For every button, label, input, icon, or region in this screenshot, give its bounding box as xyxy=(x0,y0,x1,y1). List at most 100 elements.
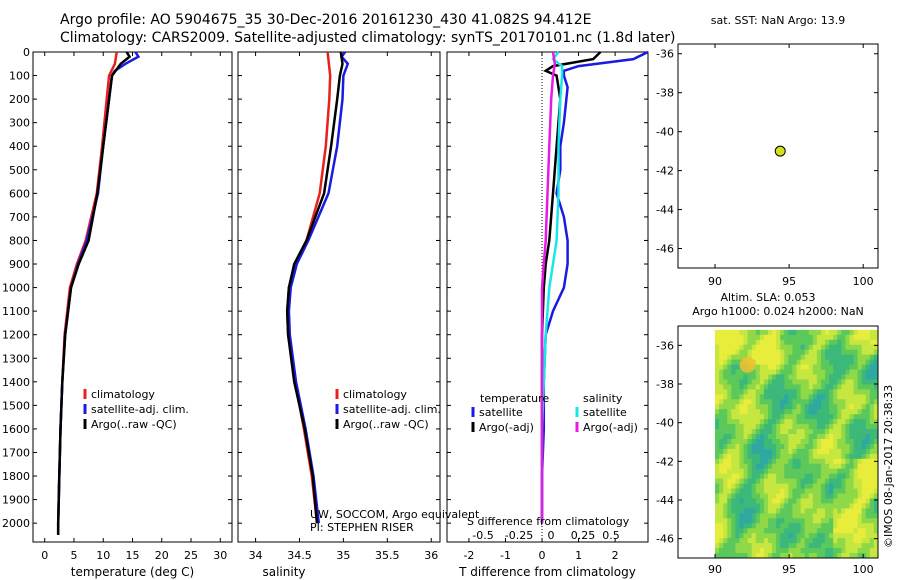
sla-cell xyxy=(715,419,720,425)
sla-cell xyxy=(857,329,863,336)
sla-cell xyxy=(788,364,793,370)
sla-cell xyxy=(780,399,785,405)
sla-cell xyxy=(739,404,744,410)
sla-cell xyxy=(768,453,773,460)
sla-cell xyxy=(759,414,765,420)
sla-cell xyxy=(747,329,753,336)
sla-cell xyxy=(784,523,789,529)
sla-cell xyxy=(816,448,822,455)
sla-cell xyxy=(723,478,728,485)
sla-cell xyxy=(800,409,806,415)
sla-cell xyxy=(869,473,875,480)
sla-cell xyxy=(784,483,789,489)
sla-cell xyxy=(715,463,720,470)
sla-cell xyxy=(743,468,749,475)
sla-cell xyxy=(715,394,720,400)
sla-cell xyxy=(820,468,826,475)
sla-cell xyxy=(715,344,720,351)
sla-cell xyxy=(833,389,838,395)
legend-heading-salinity: salinity xyxy=(583,392,623,405)
x-tick-label: 34 xyxy=(249,549,263,562)
sla-cell xyxy=(857,443,863,450)
x-tick-label: -1 xyxy=(500,549,511,562)
sla-cell xyxy=(731,394,736,400)
sla-cell xyxy=(743,533,749,539)
sla-cell xyxy=(784,374,789,380)
sla-cell xyxy=(812,369,818,375)
sla-cell xyxy=(869,528,875,534)
sla-cell xyxy=(800,389,806,395)
sla-cell xyxy=(751,543,757,549)
sla-cell xyxy=(853,528,859,534)
sla-cell xyxy=(804,538,810,544)
sla-cell xyxy=(841,339,846,346)
sla-cell xyxy=(873,468,879,475)
sla-cell xyxy=(849,359,854,365)
sla-cell xyxy=(837,493,842,499)
sla-cell xyxy=(812,518,818,524)
y-tick-label: 2000 xyxy=(2,517,30,530)
y-tick-label: 1700 xyxy=(2,446,30,459)
sla-cell xyxy=(833,364,838,370)
sla-cell xyxy=(735,493,740,499)
sla-cell xyxy=(800,508,806,514)
sla-cell xyxy=(768,483,773,489)
sla-cell xyxy=(780,553,785,559)
sla-cell xyxy=(792,334,797,341)
sla-cell xyxy=(723,399,728,405)
sla-cell xyxy=(808,438,814,445)
sla-cell xyxy=(820,453,826,460)
sla-cell xyxy=(833,533,838,539)
sla-cell xyxy=(808,424,814,430)
sla-cell xyxy=(768,399,773,405)
sla-cell xyxy=(751,483,757,489)
sla-cell xyxy=(759,329,765,336)
sla-cell xyxy=(837,518,842,524)
sla-cell xyxy=(715,364,720,370)
sla-cell xyxy=(723,483,728,489)
sla-cell xyxy=(768,339,773,346)
sla-cell xyxy=(743,394,749,400)
sla-cell xyxy=(816,409,822,415)
sla-cell xyxy=(816,334,822,341)
sla-cell xyxy=(792,364,797,370)
sla-cell xyxy=(820,498,826,504)
sla-cell xyxy=(861,419,867,425)
sla-cell xyxy=(735,344,740,351)
sla-cell xyxy=(751,438,757,445)
top-tick-label: 0.25 xyxy=(571,529,596,542)
sla-cell xyxy=(719,523,724,529)
legend-label: climatology xyxy=(343,388,407,401)
sla-cell xyxy=(792,359,797,365)
annotation-program: UW, SOCCOM, Argo equivalent xyxy=(310,508,480,521)
sla-cell xyxy=(837,448,842,455)
difference-panel: -2 -1 0 1 2T difference from climatologytemp… xyxy=(446,50,649,579)
sla-cell xyxy=(857,448,863,455)
sla-cell xyxy=(759,394,765,400)
sla-cell xyxy=(759,498,765,504)
sla-cell xyxy=(825,329,830,336)
sla-cell xyxy=(800,478,806,485)
sla-cell xyxy=(800,429,806,435)
legend-label: satellite xyxy=(479,406,523,419)
sla-cell xyxy=(820,478,826,485)
sla-cell xyxy=(739,379,744,385)
sla-cell xyxy=(792,399,797,405)
sla-cell xyxy=(849,429,854,435)
sla-cell xyxy=(869,483,875,489)
sla-cell xyxy=(788,518,793,524)
sla-cell xyxy=(853,518,859,524)
sla-cell xyxy=(755,493,761,499)
sla-cell xyxy=(861,389,867,395)
sla-cell xyxy=(804,329,810,336)
sla-cell xyxy=(841,354,846,361)
sla-cell xyxy=(865,429,871,435)
sla-cell xyxy=(800,483,806,489)
sla-cell xyxy=(792,389,797,395)
sla-cell xyxy=(784,389,789,395)
sla-cell xyxy=(869,543,875,549)
sla-cell xyxy=(796,369,801,375)
sla-cell xyxy=(719,419,724,425)
sla-cell xyxy=(796,468,801,475)
sla-cell xyxy=(849,528,854,534)
